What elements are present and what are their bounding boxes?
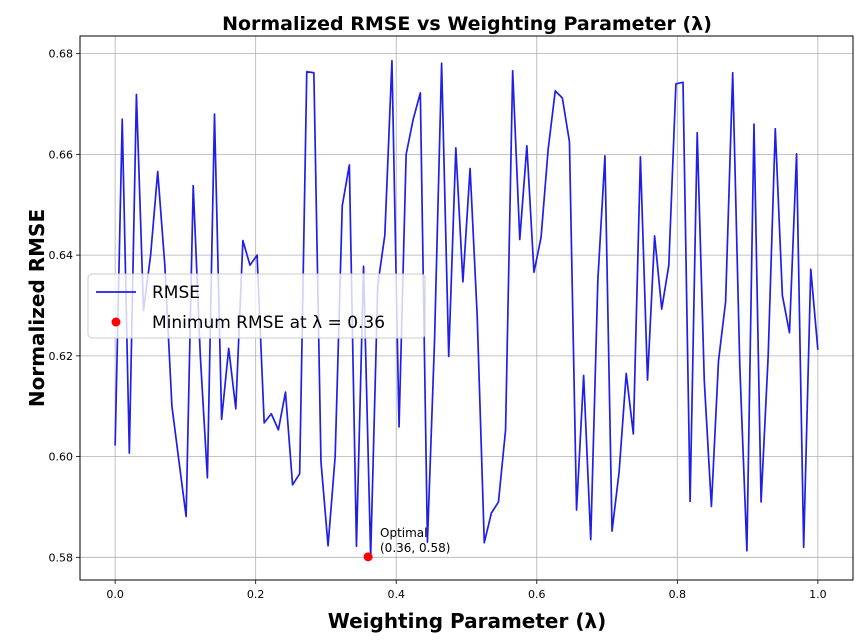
x-tick-label: 1.0 [809, 588, 827, 601]
y-tick-label: 0.60 [49, 451, 74, 464]
y-tick-label: 0.62 [49, 350, 74, 363]
y-tick-label: 0.68 [49, 48, 74, 61]
legend-label-minimum: Minimum RMSE at λ = 0.36 [152, 313, 385, 333]
plot-frame [79, 35, 854, 581]
y-axis-label: Normalized RMSE [25, 209, 49, 407]
x-tick-label: 0.2 [247, 588, 265, 601]
y-tick-label: 0.66 [49, 148, 74, 161]
x-tick-label: 0.0 [106, 588, 124, 601]
x-tick-label: 0.6 [528, 588, 546, 601]
legend-point-swatch [111, 317, 121, 327]
annotation-line-2: (0.36, 0.58) [380, 541, 450, 555]
legend: RMSE Minimum RMSE at λ = 0.36 [87, 273, 426, 339]
legend-box [87, 273, 426, 339]
series-line-rmse [114, 59, 819, 558]
y-tick-label: 0.64 [49, 249, 74, 262]
legend-label-rmse: RMSE [152, 283, 200, 303]
x-axis-label: Weighting Parameter (λ) [328, 609, 607, 633]
y-tick-label: 0.58 [49, 551, 74, 564]
x-tick-label: 0.4 [387, 588, 405, 601]
x-tick-label: 0.8 [669, 588, 687, 601]
series-layer [114, 59, 819, 558]
tick-layer: 0.0 0.2 0.4 0.6 0.8 1.0 0.58 0.60 0.62 0.64 0.66 0.… [49, 48, 827, 601]
chart-title: Normalized RMSE vs Weighting Parameter (… [222, 13, 712, 35]
annotation-line-1: Optimal [380, 526, 427, 540]
minimum-point-layer [363, 552, 373, 562]
minimum-rmse-point [363, 552, 373, 562]
